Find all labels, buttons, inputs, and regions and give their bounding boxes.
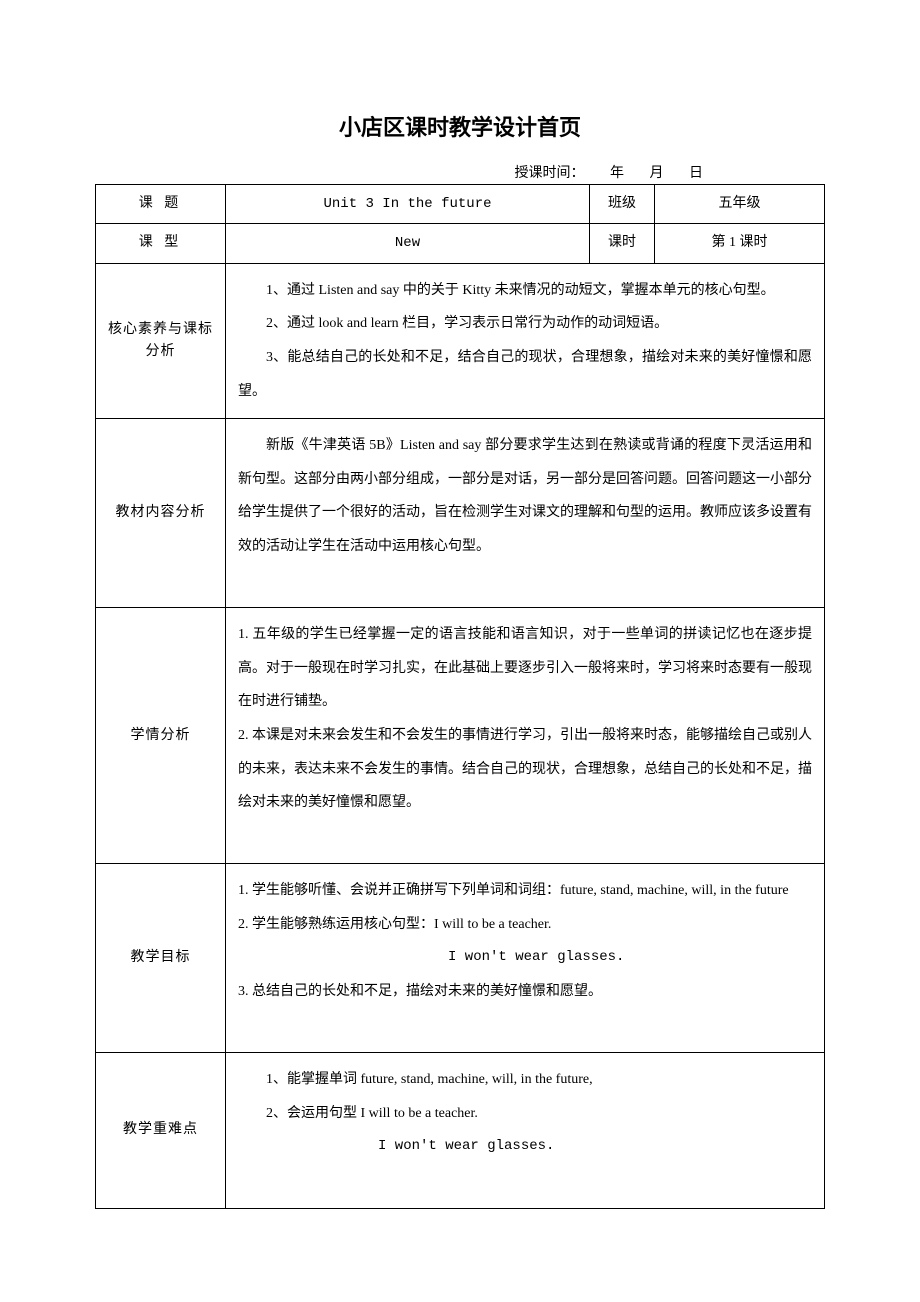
goal-p1: 1. 学生能够听懂、会说并正确拼写下列单词和词组：future, stand, … — [238, 874, 812, 908]
goal-label: 教学目标 — [96, 864, 226, 1053]
keypoint-row: 教学重难点 1、能掌握单词 future, stand, machine, wi… — [96, 1053, 825, 1208]
date-month: 月 — [650, 166, 664, 181]
core-p1: 1、通过 Listen and say 中的关于 Kitty 未来情况的动短文，… — [238, 274, 812, 308]
core-content: 1、通过 Listen and say 中的关于 Kitty 未来情况的动短文，… — [226, 263, 825, 418]
type-label: 课 型 — [96, 224, 226, 263]
class-value: 五年级 — [655, 185, 825, 224]
type-value: New — [226, 224, 590, 263]
goal-p4: 3. 总结自己的长处和不足，描绘对未来的美好憧憬和愿望。 — [238, 975, 812, 1009]
learner-p2: 2. 本课是对未来会发生和不会发生的事情进行学习，引出一般将来时态，能够描绘自己… — [238, 719, 812, 820]
date-year: 年 — [610, 166, 624, 181]
learner-row: 学情分析 1. 五年级的学生已经掌握一定的语言技能和语言知识，对于一些单词的拼读… — [96, 608, 825, 864]
core-p3: 3、能总结自己的长处和不足，结合自己的现状，合理想象，描绘对未来的美好憧憬和愿望… — [238, 341, 812, 408]
header-row-1: 课 题 Unit 3 In the future 班级 五年级 — [96, 185, 825, 224]
learner-label: 学情分析 — [96, 608, 226, 864]
keypoint-content: 1、能掌握单词 future, stand, machine, will, in… — [226, 1053, 825, 1208]
goal-row: 教学目标 1. 学生能够听懂、会说并正确拼写下列单词和词组：future, st… — [96, 864, 825, 1053]
topic-label: 课 题 — [96, 185, 226, 224]
goal-p3: I won't wear glasses. — [238, 941, 812, 975]
period-label: 课时 — [590, 224, 655, 263]
topic-value: Unit 3 In the future — [226, 185, 590, 224]
material-label: 教材内容分析 — [96, 419, 226, 608]
material-p1: 新版《牛津英语 5B》Listen and say 部分要求学生达到在熟读或背诵… — [238, 429, 812, 563]
date-day: 日 — [689, 166, 703, 181]
class-label: 班级 — [590, 185, 655, 224]
goal-p2: 2. 学生能够熟练运用核心句型：I will to be a teacher. — [238, 908, 812, 942]
header-row-2: 课 型 New 课时 第 1 课时 — [96, 224, 825, 263]
keypoint-p3: I won't wear glasses. — [238, 1130, 812, 1164]
keypoint-label: 教学重难点 — [96, 1053, 226, 1208]
period-value: 第 1 课时 — [655, 224, 825, 263]
date-line: 授课时间： 年 月 日 — [95, 162, 825, 182]
material-row: 教材内容分析 新版《牛津英语 5B》Listen and say 部分要求学生达… — [96, 419, 825, 608]
core-row: 核心素养与课标分析 1、通过 Listen and say 中的关于 Kitty… — [96, 263, 825, 418]
goal-content: 1. 学生能够听懂、会说并正确拼写下列单词和词组：future, stand, … — [226, 864, 825, 1053]
page-title: 小店区课时教学设计首页 — [95, 110, 825, 142]
lesson-table: 课 题 Unit 3 In the future 班级 五年级 课 型 New … — [95, 184, 825, 1209]
keypoint-p2: 2、会运用句型 I will to be a teacher. — [238, 1097, 812, 1131]
core-label: 核心素养与课标分析 — [96, 263, 226, 418]
material-content: 新版《牛津英语 5B》Listen and say 部分要求学生达到在熟读或背诵… — [226, 419, 825, 608]
learner-content: 1. 五年级的学生已经掌握一定的语言技能和语言知识，对于一些单词的拼读记忆也在逐… — [226, 608, 825, 864]
date-label: 授课时间： — [515, 166, 585, 181]
core-p2: 2、通过 look and learn 栏目，学习表示日常行为动作的动词短语。 — [238, 307, 812, 341]
learner-p1: 1. 五年级的学生已经掌握一定的语言技能和语言知识，对于一些单词的拼读记忆也在逐… — [238, 618, 812, 719]
keypoint-p1: 1、能掌握单词 future, stand, machine, will, in… — [238, 1063, 812, 1097]
